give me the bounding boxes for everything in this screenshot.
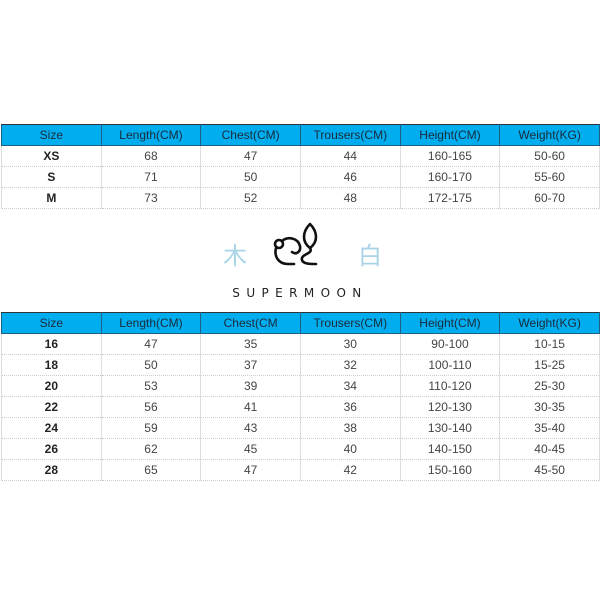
column-header: Length(CM) (100, 124, 202, 146)
table-row: 18 50 37 32 100-110 15-25 (1, 354, 600, 376)
table-header-row: Size Length(CM) Chest(CM Trousers(CM) Height… (1, 312, 600, 334)
column-header: Trousers(CM) (299, 124, 401, 146)
table-cell: 47 (200, 459, 301, 481)
table-row: 26 62 45 40 140-150 40-45 (1, 438, 600, 460)
table-cell: 43 (200, 417, 301, 439)
table-cell: 40 (299, 438, 401, 460)
table-row: 16 47 35 30 90-100 10-15 (1, 333, 600, 355)
table-cell: 59 (100, 417, 202, 439)
column-header: Height(CM) (399, 124, 501, 146)
table-cell: 41 (200, 396, 301, 418)
table-cell: 65 (100, 459, 202, 481)
table-cell: 46 (299, 166, 401, 188)
table-cell: 68 (100, 145, 202, 167)
size-cell: S (1, 166, 102, 188)
table-cell: 44 (299, 145, 401, 167)
table-cell: 39 (200, 375, 301, 397)
table-row: M 73 52 48 172-175 60-70 (1, 187, 600, 209)
kids-size-table: Size Length(CM) Chest(CM Trousers(CM) Height… (1, 312, 600, 481)
size-cell: 24 (1, 417, 102, 439)
size-cell: 18 (1, 354, 102, 376)
table-cell: 150-160 (399, 459, 501, 481)
table-cell: 120-130 (399, 396, 501, 418)
size-cell: 26 (1, 438, 102, 460)
size-cell: 20 (1, 375, 102, 397)
table-cell: 48 (299, 187, 401, 209)
size-cell: 16 (1, 333, 102, 355)
table-cell: 50-60 (499, 145, 600, 167)
table-cell: 25-30 (499, 375, 600, 397)
table-cell: 37 (200, 354, 301, 376)
size-cell: 22 (1, 396, 102, 418)
logo-right-character: 白 (358, 242, 382, 270)
table-cell: 45 (200, 438, 301, 460)
table-cell: 71 (100, 166, 202, 188)
column-header: Length(CM) (100, 312, 202, 334)
table-cell: 160-170 (399, 166, 501, 188)
table-cell: 172-175 (399, 187, 501, 209)
table-cell: 100-110 (399, 354, 501, 376)
column-header: Chest(CM (200, 312, 301, 334)
table-cell: 10-15 (499, 333, 600, 355)
table-row: 22 56 41 36 120-130 30-35 (1, 396, 600, 418)
table-cell: 34 (299, 375, 401, 397)
table-row: 20 53 39 34 110-120 25-30 (1, 375, 600, 397)
size-cell: XS (1, 145, 102, 167)
table-cell: 50 (200, 166, 301, 188)
column-header: Trousers(CM) (299, 312, 401, 334)
table-cell: 73 (100, 187, 202, 209)
table-cell: 30 (299, 333, 401, 355)
table-cell: 56 (100, 396, 202, 418)
column-header: Weight(KG) (499, 124, 600, 146)
table-cell: 30-35 (499, 396, 600, 418)
table-cell: 110-120 (399, 375, 501, 397)
table-header-row: Size Length(CM) Chest(CM) Trousers(CM) Heigh… (1, 124, 600, 146)
table-cell: 52 (200, 187, 301, 209)
column-header: Weight(KG) (499, 312, 600, 334)
size-cell: M (1, 187, 102, 209)
table-cell: 45-50 (499, 459, 600, 481)
column-header: Chest(CM) (200, 124, 301, 146)
table-cell: 40-45 (499, 438, 600, 460)
table-cell: 47 (200, 145, 301, 167)
table-cell: 90-100 (399, 333, 501, 355)
table-cell: 160-165 (399, 145, 501, 167)
table-row: XS 68 47 44 160-165 50-60 (1, 145, 600, 167)
rabbit-icon (273, 222, 318, 266)
brand-name: SUPERMOON (232, 286, 368, 300)
column-header: Size (1, 124, 102, 146)
table-cell: 36 (299, 396, 401, 418)
table-cell: 15-25 (499, 354, 600, 376)
table-cell: 140-150 (399, 438, 501, 460)
table-cell: 130-140 (399, 417, 501, 439)
table-cell: 62 (100, 438, 202, 460)
size-cell: 28 (1, 459, 102, 481)
table-cell: 55-60 (499, 166, 600, 188)
column-header: Size (1, 312, 102, 334)
table-cell: 42 (299, 459, 401, 481)
table-cell: 50 (100, 354, 202, 376)
logo-left-character: 木 (223, 242, 247, 270)
table-row: S 71 50 46 160-170 55-60 (1, 166, 600, 188)
table-cell: 32 (299, 354, 401, 376)
table-cell: 38 (299, 417, 401, 439)
column-header: Height(CM) (399, 312, 501, 334)
table-cell: 53 (100, 375, 202, 397)
table-row: 28 65 47 42 150-160 45-50 (1, 459, 600, 481)
table-cell: 60-70 (499, 187, 600, 209)
adult-size-table: Size Length(CM) Chest(CM) Trousers(CM) Heigh… (1, 124, 600, 209)
table-cell: 35-40 (499, 417, 600, 439)
table-cell: 35 (200, 333, 301, 355)
table-cell: 47 (100, 333, 202, 355)
table-row: 24 59 43 38 130-140 35-40 (1, 417, 600, 439)
